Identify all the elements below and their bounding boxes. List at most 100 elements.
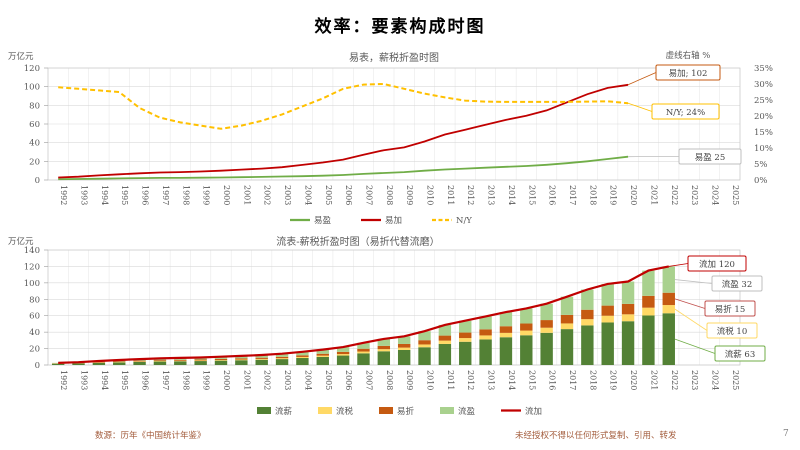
bar-segment-易折 bbox=[113, 361, 126, 362]
svg-text:2002: 2002 bbox=[263, 370, 272, 390]
svg-text:140: 140 bbox=[24, 246, 40, 256]
svg-text:2001: 2001 bbox=[242, 370, 251, 390]
svg-text:1995: 1995 bbox=[120, 370, 129, 390]
svg-text:2010: 2010 bbox=[426, 370, 435, 390]
bar-segment-流薪 bbox=[662, 313, 675, 365]
bar-segment-流税 bbox=[560, 323, 574, 330]
svg-text:2014: 2014 bbox=[507, 370, 516, 390]
bar-segment-流税 bbox=[438, 340, 452, 344]
bar-segment-易折 bbox=[479, 329, 492, 336]
svg-text:1993: 1993 bbox=[80, 185, 89, 205]
bar-segment-流薪 bbox=[377, 351, 391, 365]
bar-segment-流盈 bbox=[621, 281, 635, 304]
bar-segment-易折 bbox=[520, 323, 533, 331]
svg-text:120: 120 bbox=[24, 262, 40, 272]
series-line-流加 bbox=[58, 265, 670, 364]
svg-text:2006: 2006 bbox=[344, 185, 353, 205]
svg-text:易加: 易加 bbox=[385, 215, 402, 226]
svg-text:2013: 2013 bbox=[487, 370, 496, 390]
svg-text:1997: 1997 bbox=[161, 185, 170, 205]
svg-text:2005: 2005 bbox=[324, 370, 333, 390]
svg-text:1997: 1997 bbox=[161, 370, 170, 390]
bar-segment-易折 bbox=[397, 343, 411, 348]
svg-text:流税: 流税 bbox=[336, 406, 354, 417]
svg-text:易盈: 易盈 bbox=[314, 216, 332, 226]
bar-segment-流税 bbox=[194, 360, 207, 362]
bar-segment-流薪 bbox=[621, 321, 635, 365]
svg-text:10%: 10% bbox=[754, 144, 773, 154]
svg-text:2020: 2020 bbox=[629, 370, 638, 390]
bar-segment-流薪 bbox=[601, 322, 614, 365]
svg-text:120: 120 bbox=[24, 64, 40, 74]
svg-text:2019: 2019 bbox=[609, 370, 618, 390]
svg-text:0: 0 bbox=[35, 361, 40, 371]
bar-segment-流盈 bbox=[642, 270, 655, 296]
svg-text:2005: 2005 bbox=[324, 185, 333, 205]
svg-text:2002: 2002 bbox=[263, 185, 272, 205]
svg-text:1996: 1996 bbox=[141, 185, 150, 205]
bar-segment-流薪 bbox=[560, 329, 574, 365]
svg-text:2016: 2016 bbox=[548, 185, 557, 205]
top-annotation-3: 易盈 25 bbox=[628, 148, 742, 165]
svg-text:2003: 2003 bbox=[283, 370, 292, 390]
svg-text:2018: 2018 bbox=[588, 370, 597, 390]
bar-segment-易折 bbox=[377, 345, 391, 350]
svg-text:20: 20 bbox=[29, 345, 40, 355]
top-left-axis-unit: 万亿元 bbox=[8, 51, 34, 62]
bar-segment-流盈 bbox=[418, 331, 431, 341]
bar-segment-流薪 bbox=[235, 360, 248, 365]
bar-segment-流税 bbox=[235, 359, 248, 361]
svg-text:2000: 2000 bbox=[222, 185, 231, 205]
bar-segment-流薪 bbox=[357, 353, 370, 365]
svg-text:2025: 2025 bbox=[731, 370, 740, 390]
bottom-x-axis-labels: 1992 1993 1994 1995 1996 1997 1998 1999 2000 2001… bbox=[59, 370, 740, 390]
svg-text:80: 80 bbox=[29, 101, 40, 111]
svg-text:1992: 1992 bbox=[59, 185, 68, 205]
bar-segment-流薪 bbox=[92, 362, 106, 365]
bar-segment-流盈 bbox=[438, 324, 452, 336]
bar-segment-流薪 bbox=[479, 339, 492, 365]
svg-text:2023: 2023 bbox=[690, 370, 699, 390]
bar-segment-易折 bbox=[174, 359, 187, 361]
bottom-annotation-3: 易折 15 bbox=[674, 298, 756, 317]
bar-segment-流薪 bbox=[214, 360, 228, 365]
svg-text:40: 40 bbox=[29, 328, 40, 338]
svg-text:15%: 15% bbox=[754, 128, 773, 138]
series-line-N/Y bbox=[58, 82, 629, 130]
svg-text:2014: 2014 bbox=[507, 185, 516, 205]
bar-segment-流税 bbox=[316, 355, 329, 357]
svg-text:2020: 2020 bbox=[629, 185, 638, 205]
bar-segment-流薪 bbox=[255, 359, 268, 365]
bar-segment-流盈 bbox=[296, 351, 309, 356]
svg-text:2016: 2016 bbox=[548, 370, 557, 390]
bar-segment-流薪 bbox=[520, 335, 533, 365]
top-legend: 易盈 易加 N/Y bbox=[290, 215, 472, 226]
svg-text:60: 60 bbox=[29, 312, 40, 322]
svg-text:100: 100 bbox=[24, 279, 40, 289]
top-line-chart: 0 20 40 60 80 100 120 0% 5% 10% 15% 20% 25% 30% 35% 万亿元… bbox=[8, 50, 773, 226]
bar-segment-易折 bbox=[316, 353, 329, 356]
bottom-annotation-5: 流薪 63 bbox=[674, 338, 766, 362]
svg-text:1995: 1995 bbox=[120, 185, 129, 205]
bar-segment-易折 bbox=[601, 305, 614, 316]
svg-text:1998: 1998 bbox=[181, 185, 190, 205]
svg-text:1994: 1994 bbox=[100, 370, 109, 390]
bar-segment-易折 bbox=[357, 348, 370, 352]
svg-text:流加: 流加 bbox=[525, 406, 542, 417]
bar-segment-流盈 bbox=[662, 266, 675, 293]
svg-text:流盈: 流盈 bbox=[458, 406, 476, 417]
bar-segment-流薪 bbox=[499, 337, 513, 365]
bar-segment-流盈 bbox=[255, 354, 268, 358]
svg-text:2017: 2017 bbox=[568, 370, 577, 390]
svg-text:60: 60 bbox=[29, 120, 40, 130]
svg-text:2013: 2013 bbox=[487, 185, 496, 205]
svg-text:1994: 1994 bbox=[100, 185, 109, 205]
svg-text:2004: 2004 bbox=[303, 370, 312, 390]
svg-text:流薪: 流薪 bbox=[275, 406, 293, 417]
svg-text:2010: 2010 bbox=[426, 185, 435, 205]
series-line-易加 bbox=[58, 83, 629, 179]
bottom-left-axis-labels: 0 20 40 60 80 100 120 140 bbox=[24, 246, 48, 371]
svg-text:N/Y: N/Y bbox=[456, 216, 472, 226]
svg-text:2000: 2000 bbox=[222, 370, 231, 390]
bar-segment-流薪 bbox=[397, 349, 411, 365]
